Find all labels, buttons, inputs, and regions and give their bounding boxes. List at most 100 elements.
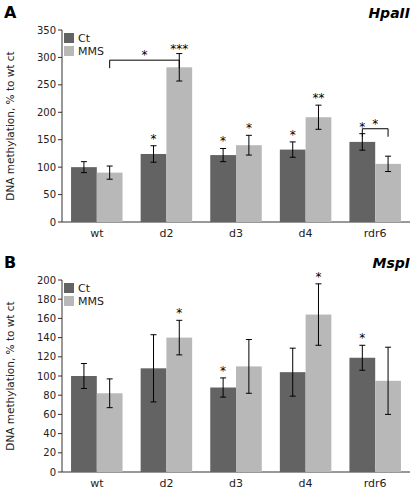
error-cap (246, 339, 252, 340)
y-tick-label: 100 (37, 162, 56, 173)
y-tick (58, 57, 62, 58)
error-cap (385, 414, 391, 415)
y-tick-label: 80 (43, 390, 56, 401)
annotation: *** (170, 42, 188, 56)
legend: CtMMS (64, 282, 104, 308)
y-tick (58, 376, 62, 377)
error-stem (153, 146, 154, 162)
y-axis-line (62, 30, 63, 222)
error-cap (81, 172, 87, 173)
x-tick-label: d3 (229, 477, 243, 490)
error-stem (179, 320, 180, 355)
y-tick (58, 84, 62, 85)
y-tick-label: 0 (50, 217, 56, 228)
bar (97, 173, 123, 222)
legend-label: Ct (78, 32, 91, 45)
panel: 050100150200250300350DNA methylation, % … (4, 3, 410, 240)
x-tick-label: rdr6 (364, 227, 387, 240)
y-tick (58, 433, 62, 434)
y-tick-label: 40 (43, 428, 56, 439)
error-cap (315, 345, 321, 346)
error-stem (83, 162, 84, 173)
y-tick (58, 280, 62, 281)
error-stem (109, 379, 110, 408)
error-cap (385, 347, 391, 348)
x-tick-label: rdr6 (364, 477, 387, 490)
y-tick-label: 150 (37, 134, 56, 145)
bar (71, 376, 97, 472)
error-stem (292, 142, 293, 157)
error-stem (248, 340, 249, 394)
title: MspI (373, 255, 411, 271)
error-cap (359, 370, 365, 371)
y-tick (58, 395, 62, 396)
error-cap (220, 397, 226, 398)
x-tick-label: wt (90, 227, 104, 240)
error-cap (107, 166, 113, 167)
x-tick-label: wt (90, 477, 104, 490)
x-tick-label: d2 (159, 227, 173, 240)
error-cap (290, 396, 296, 397)
panel: 020406080100120140160180200DNA methylati… (4, 253, 410, 490)
panel-label: B (4, 253, 16, 272)
error-stem (292, 348, 293, 396)
bar (349, 358, 375, 472)
error-cap (151, 162, 157, 163)
error-cap (107, 407, 113, 408)
bracket-label: * (141, 48, 147, 62)
error-stem (223, 378, 224, 397)
y-tick (58, 356, 62, 357)
significance-label: * (315, 270, 321, 284)
y-tick-label: 180 (37, 294, 56, 305)
error-bar (151, 146, 157, 162)
y-axis-label: DNA methylation, % to wt ct (4, 51, 16, 200)
bar (141, 154, 167, 222)
error-stem (318, 284, 319, 345)
error-bar (107, 379, 113, 408)
bar (210, 155, 236, 222)
bar (236, 145, 262, 222)
bar (71, 167, 97, 222)
error-bar (81, 364, 87, 389)
title: HpaII (368, 5, 410, 21)
bar (280, 150, 306, 222)
error-cap (385, 171, 391, 172)
error-bar (176, 320, 182, 355)
significance-label: * (290, 128, 296, 142)
legend-swatch (64, 33, 74, 43)
bar (349, 142, 375, 222)
error-stem (362, 345, 363, 370)
panel-label: A (4, 3, 17, 22)
error-cap (290, 157, 296, 158)
y-tick-label: 250 (37, 79, 56, 90)
y-tick (58, 112, 62, 113)
error-cap (220, 161, 226, 162)
significance-label: ** (312, 91, 324, 105)
y-tick (58, 167, 62, 168)
significance-label: * (151, 132, 157, 146)
error-bar (151, 335, 157, 402)
error-cap (151, 401, 157, 402)
y-tick-label: 140 (37, 332, 56, 343)
y-tick (58, 194, 62, 195)
y-tick-label: 350 (37, 25, 56, 36)
y-tick-label: 200 (37, 275, 56, 286)
legend-swatch (64, 46, 74, 56)
error-cap (81, 363, 87, 364)
error-bar (315, 284, 321, 345)
error-bar (107, 166, 113, 179)
error-cap (81, 388, 87, 389)
error-cap (176, 81, 182, 82)
y-tick (58, 222, 62, 223)
legend-swatch (64, 296, 74, 306)
error-bar (246, 340, 252, 394)
bar (375, 164, 401, 222)
error-stem (153, 335, 154, 402)
legend: CtMMS (64, 32, 104, 58)
x-tick-label: d3 (229, 227, 243, 240)
figure: 050100150200250300350DNA methylation, % … (0, 0, 419, 500)
legend-label: MMS (78, 295, 104, 308)
y-tick-label: 20 (43, 447, 56, 458)
error-cap (315, 129, 321, 130)
error-bar (220, 148, 226, 161)
